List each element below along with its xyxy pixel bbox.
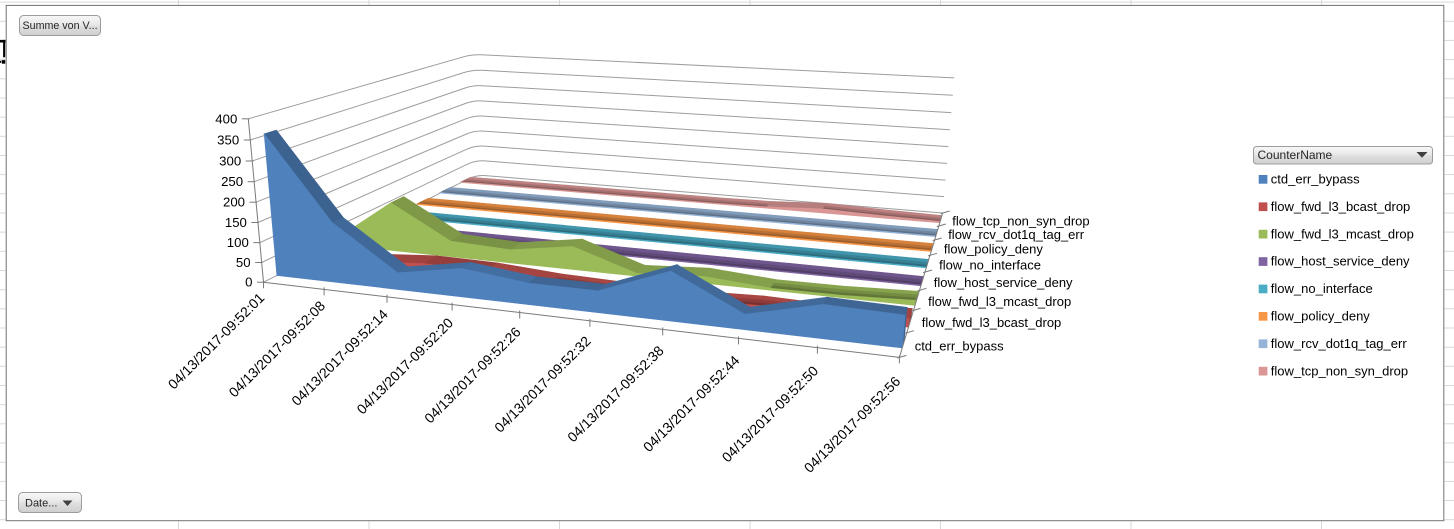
svg-text:flow_no_interface: flow_no_interface [939,258,1041,273]
svg-text:300: 300 [219,154,241,169]
svg-text:0: 0 [245,275,252,290]
svg-text:flow_policy_deny: flow_policy_deny [1271,309,1371,324]
svg-text:Summe von V...: Summe von V... [23,20,98,32]
svg-text:250: 250 [221,174,243,189]
svg-text:flow_policy_deny: flow_policy_deny [944,242,1044,257]
svg-text:flow_tcp_non_syn_drop: flow_tcp_non_syn_drop [952,213,1089,228]
svg-text:flow_fwd_l3_mcast_drop: flow_fwd_l3_mcast_drop [928,294,1071,309]
svg-text:flow_rcv_dot1q_tag_err: flow_rcv_dot1q_tag_err [1271,336,1408,351]
svg-text:flow_no_interface: flow_no_interface [1271,281,1373,296]
svg-text:100: 100 [227,235,249,250]
svg-text:flow_fwd_l3_bcast_drop: flow_fwd_l3_bcast_drop [922,315,1061,330]
svg-text:flow_fwd_l3_bcast_drop: flow_fwd_l3_bcast_drop [1271,199,1410,214]
svg-text:50: 50 [236,255,251,270]
svg-text:flow_tcp_non_syn_drop: flow_tcp_non_syn_drop [1271,363,1408,378]
svg-text:flow_rcv_dot1q_tag_err: flow_rcv_dot1q_tag_err [948,227,1085,242]
svg-text:CounterName: CounterName [1258,148,1333,162]
svg-text:flow_fwd_l3_mcast_drop: flow_fwd_l3_mcast_drop [1271,226,1414,241]
svg-text:ctd_err_bypass: ctd_err_bypass [1271,172,1360,187]
svg-text:350: 350 [217,133,239,148]
svg-text:flow_host_service_deny: flow_host_service_deny [934,275,1073,290]
svg-text:400: 400 [215,111,237,126]
svg-text:flow_host_service_deny: flow_host_service_deny [1271,254,1410,269]
svg-text:150: 150 [225,215,247,230]
svg-text:200: 200 [223,195,245,210]
svg-text:ctd_err_bypass: ctd_err_bypass [915,339,1004,354]
svg-text:Date...: Date... [25,498,57,510]
